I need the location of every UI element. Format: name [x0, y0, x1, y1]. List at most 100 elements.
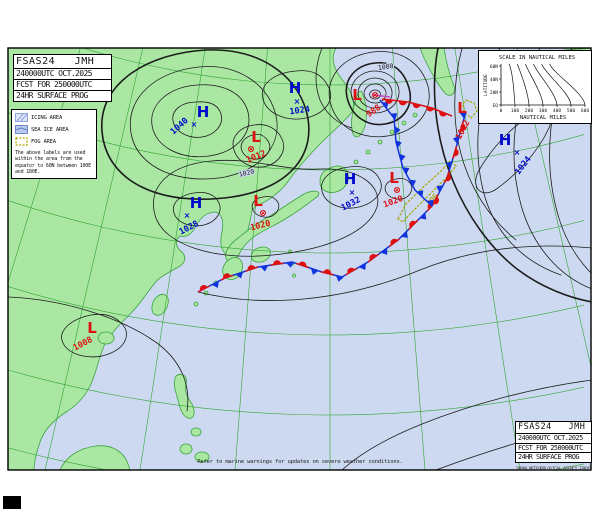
isobar [101, 49, 310, 201]
marine-warning-note: Refer to marine warnings for updates on … [197, 459, 403, 465]
pressure-letter: L [87, 319, 97, 337]
warm-front-pip [439, 111, 447, 117]
front-stationary [197, 202, 435, 293]
center-x-mark: × [349, 188, 356, 197]
isobar [232, 124, 284, 168]
isobar [328, 51, 430, 138]
pressure-center-l1020: L 1020 [249, 192, 271, 233]
scale-curve [533, 63, 558, 106]
forecast-time: FCST FOR 250000UTC [14, 79, 111, 90]
landmass [365, 149, 371, 155]
issue-time: 240000UTC OCT.2025 [516, 433, 591, 442]
y-tick-label: 60N [490, 64, 498, 70]
cold-front-pip [380, 248, 388, 255]
cold-front-pip [399, 153, 406, 162]
isobar-value-label: 1000 [377, 62, 394, 72]
issue-time: 240000UTC OCT.2025 [14, 68, 111, 79]
y-tick-label: 40N [490, 77, 498, 83]
center-circle-mark [393, 186, 401, 194]
isobar [151, 84, 250, 158]
cold-front-pip [459, 110, 467, 119]
warm-front-pip [433, 196, 440, 205]
latitude-line [8, 369, 585, 416]
isobar [240, 133, 271, 160]
landmass [173, 374, 195, 419]
weather-fronts [197, 94, 467, 293]
isobar [345, 62, 411, 126]
pressure-center-h1024: H×1024 [289, 79, 311, 117]
title-box: FSAS24 JMH 240000UTC OCT.2025 FCST FOR 2… [13, 54, 112, 102]
cold-front-pip [235, 271, 244, 279]
pressure-value: 1024 [289, 105, 311, 118]
landmass [194, 451, 210, 463]
credit-box: FSAS24 JMH 240000UTC OCT.2025 FCST FOR 2… [515, 421, 592, 463]
center-x-mark: × [514, 148, 521, 157]
longitude-line [234, 48, 268, 470]
legend-item-sea-ice: SEA ICE AREA [15, 125, 94, 134]
scale-box: SCALE IN NAUTICAL MILES 60N 40N 20N EQ 0 100 20… [478, 50, 592, 124]
fog-icon [15, 137, 28, 146]
warm-front-pip [409, 220, 417, 228]
pressure-letter: L [251, 128, 261, 146]
warm-front-pip [453, 148, 459, 157]
scale-title: SCALE IN NAUTICAL MILES [499, 55, 575, 61]
pressure-letter: L [389, 169, 399, 187]
isobar [341, 379, 591, 470]
cold-front-pip [419, 212, 427, 220]
cold-front-pip [426, 199, 434, 207]
landmass [97, 331, 115, 345]
y-tick-label: 20N [490, 90, 498, 96]
x-tick-label: 200 [525, 108, 533, 114]
longitude-line [454, 48, 521, 470]
landmass [377, 139, 383, 145]
warm-front-pip [412, 103, 421, 109]
warm-front-pip [390, 238, 398, 246]
cold-front-pip [310, 268, 319, 275]
x-tick-label: 400 [553, 108, 561, 114]
center-x-mark: × [184, 211, 191, 220]
icing-icon [15, 113, 28, 122]
cold-front-pip [359, 263, 366, 270]
chart-id: FSAS24 JMH [16, 56, 95, 67]
isobar [172, 192, 221, 227]
center-x-mark [248, 146, 254, 152]
legend-item-icing: ICING AREA [15, 113, 94, 122]
landmass [419, 48, 455, 96]
landmass [319, 165, 349, 193]
landmass [401, 120, 407, 126]
landmass [193, 301, 199, 307]
pressure-letter: H [289, 79, 302, 97]
warm-front-pip [369, 254, 377, 261]
isobar [350, 70, 400, 114]
cold-front-pip [409, 179, 417, 187]
front-line-alt [431, 111, 467, 207]
front-warm [381, 98, 453, 117]
warm-front-pip [385, 99, 393, 104]
pressure-letter: L [352, 86, 362, 104]
cold-front-pip [381, 102, 389, 109]
chart-type: 24HR SURFACE PROG [14, 90, 111, 101]
y-axis-label: LATITUDE [483, 74, 489, 96]
longitude-line [44, 48, 144, 470]
isobar [475, 111, 552, 194]
isobar [454, 48, 517, 241]
isobar [251, 196, 280, 218]
cold-front-pip [260, 265, 269, 272]
x-tick-label: 100 [511, 108, 519, 114]
legend-item-label: SEA ICE AREA [31, 126, 69, 133]
warm-front-pip [247, 265, 256, 271]
center-x-mark [394, 187, 400, 193]
cold-front-pip [211, 281, 219, 288]
warm-front-pip [426, 106, 434, 112]
front-line-alt [197, 205, 433, 293]
x-tick-label: 500 [567, 108, 575, 114]
x-tick-label: 600 [581, 108, 589, 114]
front-stationary [431, 110, 467, 207]
latitude-line [8, 286, 585, 336]
isobar [369, 89, 381, 100]
scale-curve [549, 63, 586, 106]
landmass [412, 112, 418, 118]
isobar [363, 83, 387, 104]
